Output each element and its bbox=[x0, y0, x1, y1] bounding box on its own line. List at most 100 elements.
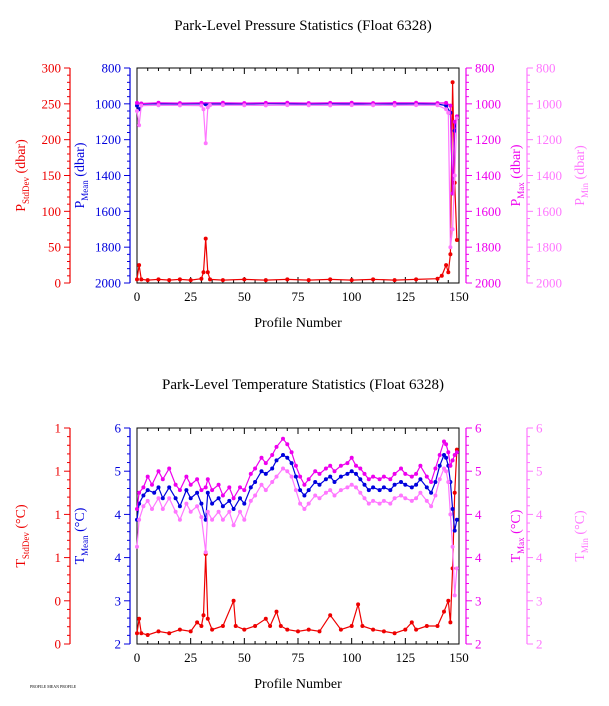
data-point bbox=[199, 501, 204, 506]
data-point bbox=[452, 173, 457, 178]
y-axis-max: 2 3 4 4 5 6 TMax (°C) bbox=[465, 421, 526, 652]
y-tick-label: 3 bbox=[536, 593, 543, 608]
data-point bbox=[177, 103, 182, 108]
data-point bbox=[437, 453, 442, 457]
y-tick-label: 1 bbox=[55, 550, 62, 565]
data-point bbox=[442, 466, 446, 471]
data-point bbox=[205, 490, 210, 495]
data-point bbox=[184, 488, 189, 493]
series-line bbox=[136, 467, 458, 596]
data-point bbox=[392, 631, 397, 636]
data-point bbox=[433, 493, 438, 498]
data-point bbox=[135, 507, 139, 511]
data-point bbox=[135, 277, 139, 282]
data-point bbox=[268, 624, 273, 628]
data-point bbox=[448, 103, 453, 108]
data-point bbox=[184, 474, 189, 479]
data-point bbox=[137, 263, 142, 268]
data-point bbox=[293, 488, 298, 493]
series-line bbox=[136, 104, 458, 248]
data-point bbox=[238, 485, 242, 490]
data-point bbox=[285, 469, 290, 474]
data-point bbox=[435, 624, 440, 628]
y-tick-label: 800 bbox=[102, 61, 122, 76]
data-point bbox=[220, 504, 225, 509]
data-point bbox=[403, 471, 408, 476]
y-tick-label: 3 bbox=[115, 593, 122, 608]
x-tick-label: 25 bbox=[184, 650, 197, 665]
y-tick-label: 1000 bbox=[536, 96, 562, 111]
data-point bbox=[293, 474, 298, 479]
data-point bbox=[199, 276, 204, 281]
y-tick-label: 1200 bbox=[536, 132, 562, 147]
y-tick-label: 6 bbox=[536, 421, 543, 436]
data-point bbox=[317, 471, 322, 476]
series-line bbox=[136, 82, 458, 281]
data-point bbox=[160, 507, 165, 511]
data-point bbox=[403, 482, 408, 487]
data-point bbox=[205, 270, 210, 275]
data-point bbox=[177, 627, 182, 632]
data-point bbox=[349, 469, 354, 474]
data-point bbox=[203, 485, 208, 490]
plot-frame bbox=[136, 67, 460, 284]
data-point bbox=[371, 627, 376, 632]
data-point bbox=[450, 80, 455, 85]
data-point bbox=[205, 616, 210, 621]
data-point bbox=[429, 504, 434, 509]
data-point bbox=[238, 509, 242, 514]
data-point bbox=[414, 482, 419, 487]
data-point bbox=[270, 480, 275, 484]
x-tick-label: 0 bbox=[134, 650, 141, 665]
data-point bbox=[349, 624, 354, 628]
data-point bbox=[253, 493, 258, 498]
data-point bbox=[135, 100, 139, 105]
data-point bbox=[285, 627, 290, 632]
data-point bbox=[141, 504, 146, 509]
data-point bbox=[392, 496, 397, 501]
data-point bbox=[444, 263, 449, 268]
y-tick-label: 4 bbox=[536, 507, 543, 522]
data-point bbox=[429, 480, 434, 484]
data-point bbox=[313, 480, 318, 484]
data-point bbox=[409, 498, 414, 503]
data-point bbox=[150, 507, 154, 511]
data-point bbox=[298, 501, 303, 506]
data-point bbox=[199, 103, 204, 108]
data-point bbox=[381, 629, 386, 634]
data-point bbox=[145, 633, 150, 637]
footer-stamp: PROFILE MEAN PROFILE bbox=[30, 684, 77, 689]
y-axis-label: TMax (°C) bbox=[509, 509, 526, 562]
data-point bbox=[263, 278, 268, 283]
y-tick-label: 1200 bbox=[95, 132, 121, 147]
data-point bbox=[306, 477, 311, 482]
data-point bbox=[444, 442, 449, 447]
y-tick-label: 4 bbox=[475, 507, 482, 522]
data-point bbox=[220, 624, 225, 628]
data-point bbox=[210, 627, 215, 632]
data-point bbox=[323, 477, 328, 482]
data-point bbox=[270, 453, 275, 457]
data-point bbox=[156, 103, 161, 108]
data-point bbox=[328, 488, 333, 493]
series-line bbox=[136, 103, 458, 194]
data-point bbox=[263, 488, 268, 493]
data-point bbox=[332, 480, 337, 484]
data-point bbox=[216, 509, 221, 514]
data-point bbox=[328, 613, 333, 618]
data-point bbox=[210, 488, 215, 493]
data-point bbox=[141, 485, 146, 490]
data-point bbox=[167, 631, 172, 636]
data-point bbox=[167, 278, 172, 283]
series-min bbox=[135, 103, 459, 250]
data-point bbox=[358, 477, 363, 482]
chart-pressure: Park-Level Pressure Statistics (Float 63… bbox=[14, 18, 590, 331]
data-point bbox=[302, 482, 307, 487]
data-point bbox=[281, 466, 285, 471]
data-point bbox=[296, 629, 300, 634]
data-point bbox=[203, 517, 208, 522]
y-axis-mean: 2 3 4 4 5 6 TMean (°C) bbox=[73, 421, 131, 652]
data-point bbox=[231, 523, 236, 528]
data-point bbox=[298, 474, 303, 479]
chart-title: Park-Level Pressure Statistics (Float 63… bbox=[174, 18, 431, 34]
